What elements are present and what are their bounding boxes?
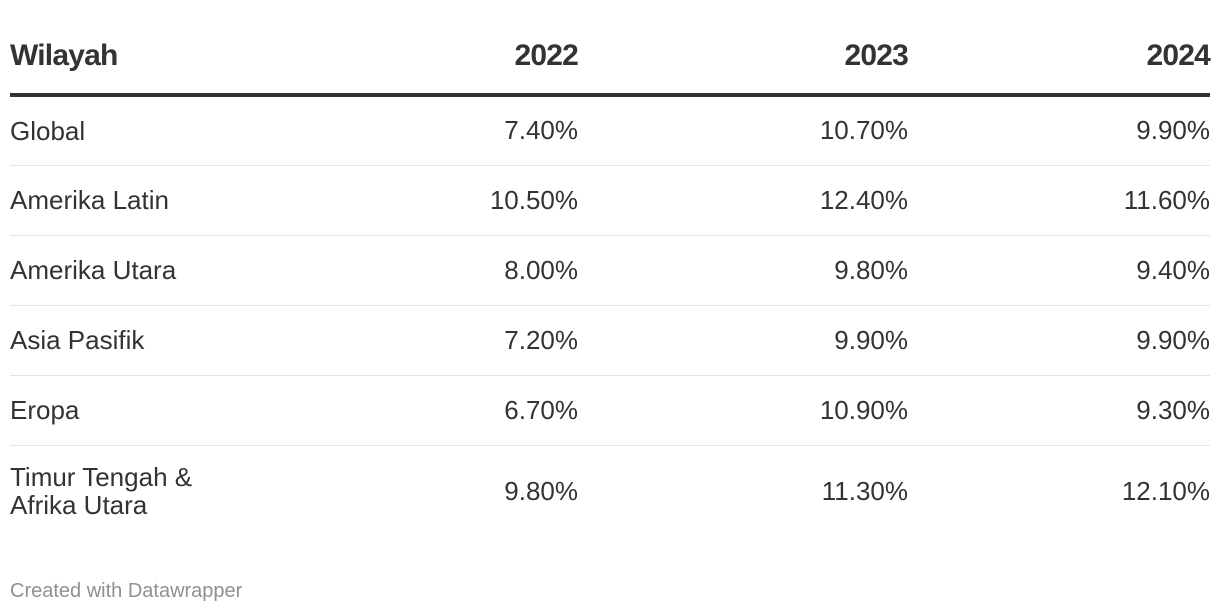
region-cell: Amerika Latin [10, 165, 250, 236]
header-row: Wilayah 2022 2023 2024 [10, 0, 1211, 97]
region-cell: Timur Tengah & Afrika Utara [10, 462, 193, 521]
value-cell-2023: 10.90% [578, 375, 908, 446]
column-header-2023[interactable]: 2023 [578, 0, 909, 97]
value-cell-2024: 12.10% [1121, 475, 1210, 506]
value-cell-2024: 9.30% [908, 375, 1210, 446]
table-row: Amerika Latin 10.50% 12.40% 11.60% [10, 165, 1210, 236]
value-cell-2022: 9.80% [504, 475, 578, 506]
value-cell-2023: 9.80% [578, 235, 908, 306]
value-cell-2024: 11.60% [908, 165, 1210, 236]
value-cell-2022: 7.40% [250, 95, 578, 166]
value-cell-2023: 10.70% [578, 95, 908, 166]
column-header-2022[interactable]: 2022 [250, 0, 579, 97]
data-table-container: Wilayah 2022 2023 2024 Global 7.40% 10.70%… [10, 0, 1211, 537]
data-table: Wilayah 2022 2023 2024 Global 7.40% 10.70%… [10, 0, 1211, 537]
region-cell: Eropa [10, 375, 250, 446]
table-header: Wilayah 2022 2023 2024 [10, 0, 1211, 97]
table-row: Eropa 6.70% 10.90% 9.30% [10, 375, 1210, 446]
table-row: Amerika Utara 8.00% 9.80% 9.40% [10, 235, 1210, 306]
footer-credit: Created with Datawrapper [10, 580, 243, 602]
value-cell-2022: 8.00% [250, 235, 578, 306]
value-cell-2022: 6.70% [250, 375, 578, 446]
value-cell-2024: 9.90% [908, 95, 1210, 166]
region-cell: Asia Pasifik [10, 305, 250, 376]
value-cell-2023: 12.40% [578, 165, 908, 236]
value-cell-2023: 9.90% [578, 305, 908, 376]
value-cell-2024: 9.90% [908, 305, 1210, 376]
column-header-2024[interactable]: 2024 [908, 0, 1211, 97]
table-row: Timur Tengah & Afrika Utara 9.80% 11.30% 12… [10, 445, 1210, 537]
value-cell-2022: 7.20% [250, 305, 578, 376]
table-body: Global 7.40% 10.70% 9.90% Amerika Latin 10.50… [10, 95, 1210, 537]
table-row: Asia Pasifik 7.20% 9.90% 9.90% [10, 305, 1210, 376]
column-header-region[interactable]: Wilayah [10, 0, 250, 97]
value-cell-2023: 11.30% [821, 475, 908, 506]
value-cell-2024: 9.40% [908, 235, 1210, 306]
value-cell-2022: 10.50% [250, 165, 578, 236]
region-cell: Global [10, 95, 250, 166]
table-row: Global 7.40% 10.70% 9.90% [10, 95, 1210, 166]
region-cell: Amerika Utara [10, 235, 250, 306]
